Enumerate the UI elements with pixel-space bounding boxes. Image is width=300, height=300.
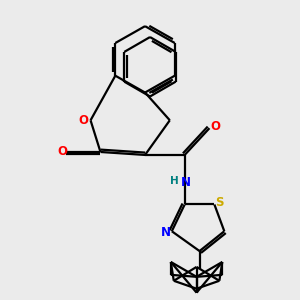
Text: N: N (161, 226, 171, 239)
Text: S: S (215, 196, 224, 208)
Text: N: N (181, 176, 191, 189)
Text: O: O (57, 146, 67, 158)
Text: O: O (210, 120, 220, 133)
Text: O: O (78, 114, 88, 127)
Text: H: H (170, 176, 178, 186)
